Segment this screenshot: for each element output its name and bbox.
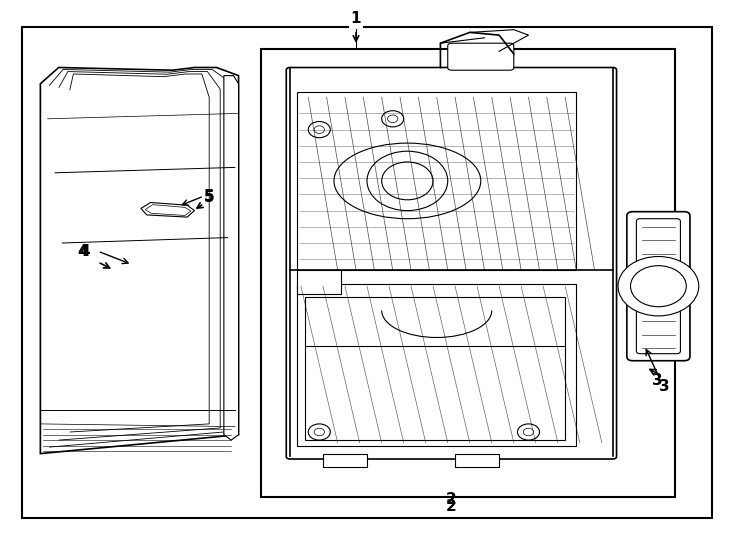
Bar	[305, 297, 565, 440]
Circle shape	[382, 162, 433, 200]
Bar	[297, 92, 576, 270]
Text: 1: 1	[351, 11, 361, 26]
Circle shape	[314, 126, 324, 133]
Text: 5: 5	[204, 190, 214, 205]
Circle shape	[367, 151, 448, 211]
FancyBboxPatch shape	[627, 212, 690, 361]
Ellipse shape	[334, 143, 481, 219]
Bar	[297, 284, 576, 446]
Bar	[297, 270, 341, 294]
Polygon shape	[224, 76, 239, 440]
Circle shape	[308, 424, 330, 440]
Bar	[261, 49, 675, 497]
Text: 4: 4	[78, 244, 88, 259]
Polygon shape	[141, 202, 195, 217]
Polygon shape	[40, 68, 239, 454]
Circle shape	[382, 111, 404, 127]
Text: 2: 2	[446, 499, 457, 514]
Bar	[455, 454, 499, 467]
Text: 4: 4	[79, 244, 90, 259]
Circle shape	[388, 115, 398, 123]
Text: 3: 3	[652, 373, 662, 388]
Text: 5: 5	[204, 188, 214, 204]
Circle shape	[631, 266, 686, 307]
FancyBboxPatch shape	[286, 68, 617, 459]
Text: 1: 1	[351, 11, 361, 26]
Text: 3: 3	[659, 379, 669, 394]
FancyBboxPatch shape	[448, 43, 514, 70]
Circle shape	[517, 424, 539, 440]
Text: 2: 2	[446, 492, 457, 507]
Circle shape	[618, 256, 699, 316]
Circle shape	[314, 428, 324, 436]
Bar	[323, 454, 367, 467]
FancyBboxPatch shape	[636, 219, 680, 354]
Circle shape	[523, 428, 534, 436]
Circle shape	[308, 122, 330, 138]
